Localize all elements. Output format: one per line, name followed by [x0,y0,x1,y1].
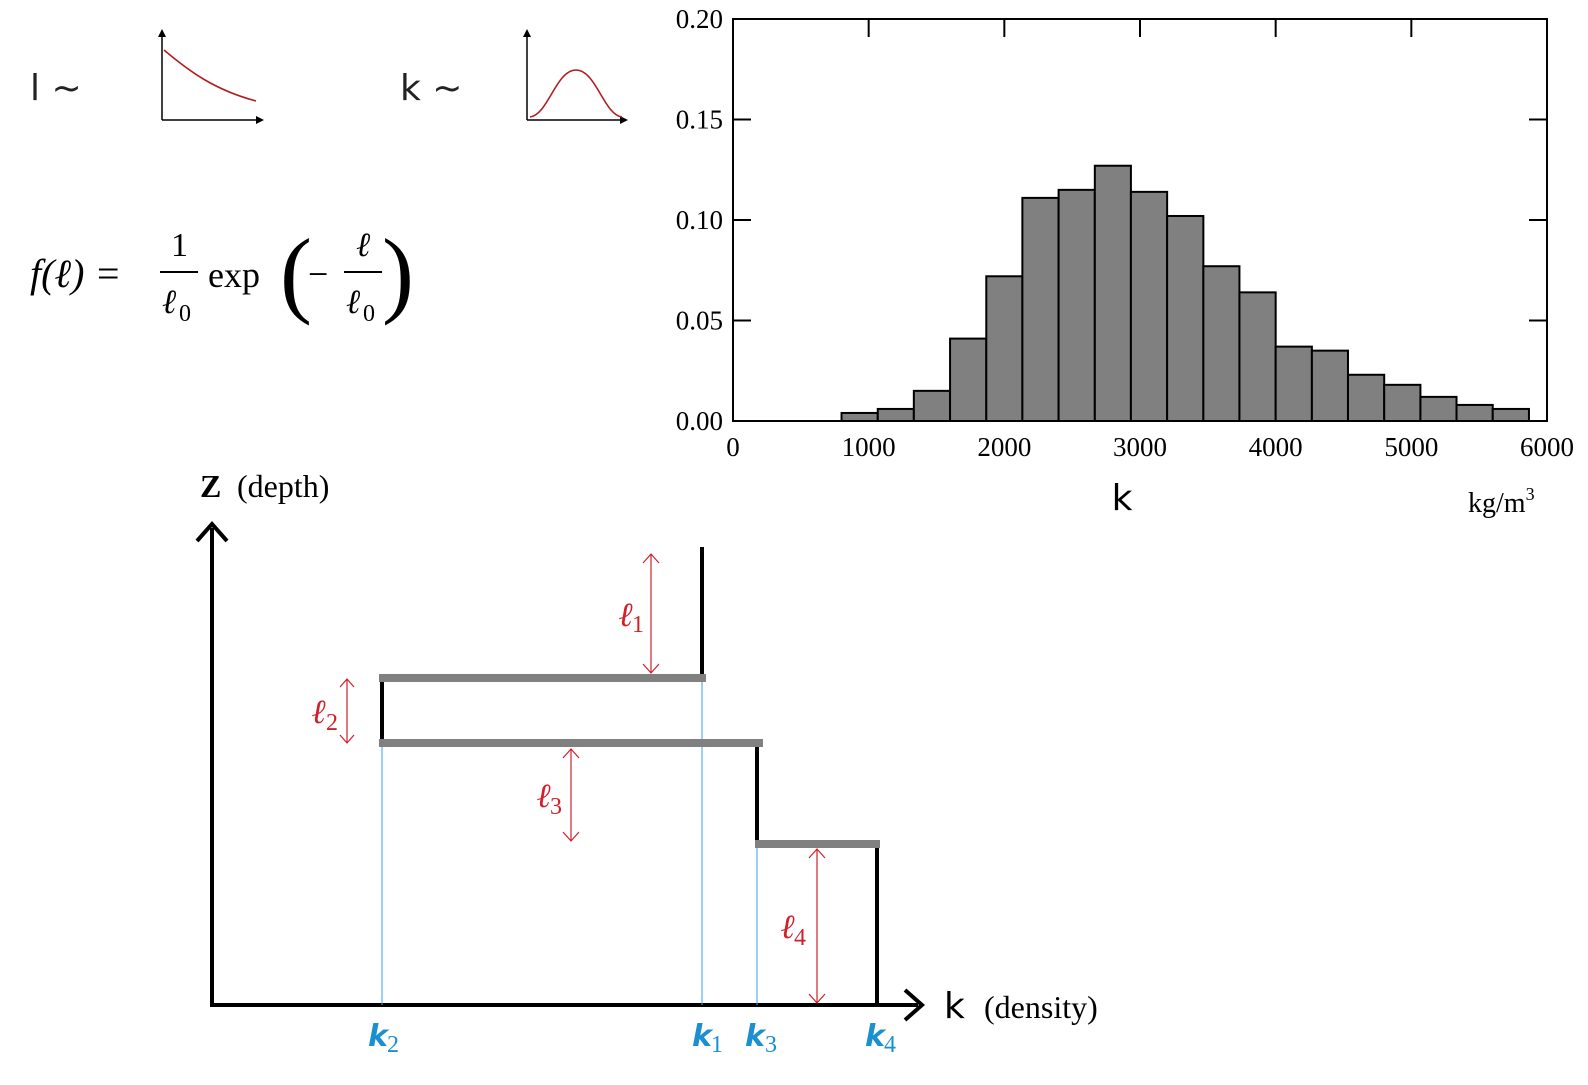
formula-ell-numerator: ℓ [356,227,370,264]
formula-ell0-denominator-subscript: 0 [363,301,375,327]
depth-axis-caption: (depth) [237,468,329,504]
svg-text:3: 3 [550,794,562,820]
svg-text:1: 1 [632,612,644,638]
histogram-x-ticks: 0 1000 2000 3000 4000 5000 6000 [726,19,1574,462]
svg-text:ℓ: ℓ [537,778,552,815]
formula-left-paren: ( [280,219,312,326]
svg-text:ℓ: ℓ [312,694,327,731]
histogram-bar-15 [1383,383,1422,423]
exponential-sketch-icon [158,29,264,124]
histogram-bar-11 [1238,291,1277,422]
density-axis-letter: k [944,986,965,1027]
density-labels: k 2 k 1 k 3 k 4 [368,1019,896,1058]
histogram-x-unit: kg/m3 [1468,484,1535,519]
histogram-bar-12 [1274,345,1313,423]
l4-label: ℓ 4 [781,909,806,951]
l3-arrow [562,748,580,842]
k3-label: k 3 [745,1019,777,1058]
depth-axis [195,520,229,1005]
y-tick-label: 0.20 [676,4,723,34]
l2-arrow [339,678,355,744]
histogram-bar-10 [1202,265,1241,423]
gaussian-sketch-icon [523,29,628,124]
histogram-bar-0 [840,411,879,422]
l-sim-label: l ~ [30,68,82,109]
l4-arrow [808,848,826,1004]
x-tick-label: 2000 [977,432,1031,462]
formula-exp: exp [208,255,260,295]
formula-minus: − [308,254,328,294]
formula-ell0-denominator: ℓ [346,284,360,321]
svg-text:1: 1 [711,1032,723,1058]
svg-text:k: k [865,1019,887,1054]
density-profile [380,547,879,1005]
histogram-x-label: k [1112,478,1133,519]
formula-right-paren: ) [382,219,414,326]
histogram-bar-9 [1166,214,1205,422]
k2-label: k 2 [368,1019,399,1058]
l3-label: ℓ 3 [537,778,562,820]
histogram-bar-14 [1346,373,1386,422]
svg-text:ℓ: ℓ [619,597,634,634]
y-tick-label: 0.05 [676,306,723,336]
histogram-bar-7 [1093,164,1132,422]
k4-label: k 4 [865,1019,896,1058]
histogram-bar-1 [876,407,915,423]
svg-text:4: 4 [884,1032,896,1058]
y-tick-label: 0.00 [676,406,723,436]
histogram-bar-4 [985,275,1024,422]
histogram-bars [840,164,1530,423]
layer-thickness-arrows [339,553,826,1004]
histogram-bar-5 [1021,196,1060,422]
histogram-bar-18 [1491,407,1530,423]
histogram-bar-17 [1455,403,1494,423]
layer-labels: ℓ 1 ℓ 2 ℓ 3 ℓ 4 [312,597,806,951]
density-histogram: 0 1000 2000 3000 4000 5000 6000 0.000.050.100.… [676,4,1574,519]
histogram-bar-3 [949,337,988,422]
formula-numerator-one: 1 [171,227,188,264]
density-axis [210,988,926,1022]
l1-label: ℓ 1 [619,597,644,638]
histogram-bar-2 [912,389,952,423]
histogram-bar-6 [1057,188,1096,422]
svg-text:2: 2 [387,1032,399,1058]
svg-text:ℓ: ℓ [781,909,796,946]
x-tick-label: 5000 [1384,432,1438,462]
k-distribution-symbol: k ~ [400,29,628,124]
svg-text:4: 4 [794,925,806,951]
histogram-bar-13 [1310,349,1349,422]
histogram-y-ticks: 0.00 0.05 0.10 0.15 0.20 [676,4,1547,436]
y-tick-label: 0.15 [676,105,723,135]
l-distribution-symbol: l ~ [30,29,264,124]
formula-ell0-symbol: ℓ [162,284,176,321]
l2-label: ℓ 2 [312,694,338,736]
x-tick-label: 6000 [1520,432,1574,462]
x-tick-label: 0 [726,432,740,462]
k1-label: k 1 [692,1019,723,1058]
density-projection-lines [381,679,758,1005]
x-tick-label: 3000 [1113,432,1167,462]
layer-model-diagram: Z (depth) k (density) [195,468,1098,1058]
y-tick-label: 0.10 [676,205,723,235]
svg-text:2: 2 [326,710,338,736]
depth-axis-letter: Z [200,468,221,504]
histogram-bar-16 [1419,395,1458,423]
exponential-pdf-formula: f(ℓ) = 1 ℓ 0 exp ( − ℓ ℓ 0 ) [30,219,414,327]
histogram-bar-8 [1129,190,1169,422]
l1-arrow [642,553,660,674]
formula-lhs: f(ℓ) = [30,251,121,296]
x-tick-label: 4000 [1249,432,1303,462]
svg-text:3: 3 [765,1032,777,1058]
x-tick-label: 1000 [842,432,896,462]
k-sim-label: k ~ [400,68,462,109]
svg-text:k: k [692,1019,714,1054]
layer-interfaces [379,674,880,848]
svg-text:k: k [745,1019,767,1054]
formula-ell0-subscript: 0 [179,301,191,327]
svg-text:k: k [368,1019,390,1054]
density-axis-caption: (density) [984,989,1098,1025]
